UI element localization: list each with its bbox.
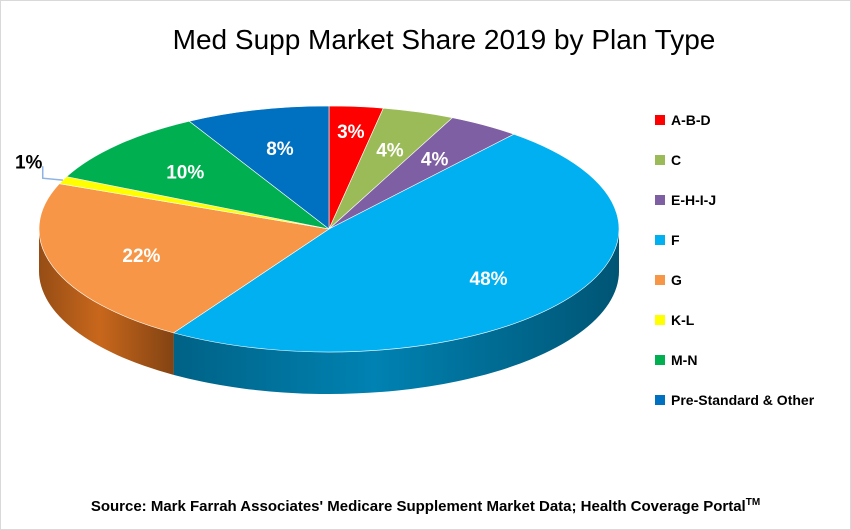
legend: A-B-D C E-H-I-J F G K-L M-N Pre-Standard & Othe…: [655, 112, 815, 408]
pie-side-f-shade: [173, 229, 619, 394]
legend-label-m-n: M-N: [671, 352, 697, 368]
data-label-g: 22%: [122, 246, 160, 267]
trademark-superscript: TM: [745, 497, 761, 508]
data-label-f: 48%: [470, 269, 508, 290]
legend-label-a-b-d: A-B-D: [671, 112, 711, 128]
data-label-m-n: 10%: [166, 163, 204, 184]
legend-swatch-c: [655, 155, 665, 165]
legend-label-k-l: K-L: [671, 312, 695, 328]
legend-swatch-a-b-d: [655, 115, 665, 125]
legend-label-pre-standard-and-other: Pre-Standard & Other: [671, 392, 815, 408]
legend-swatch-g: [655, 275, 665, 285]
pie-data-labels: 3% 4% 4% 48% 22% 1% 10% 8%: [15, 122, 508, 290]
legend-swatch-pre-standard-and-other: [655, 395, 665, 405]
data-label-e-h-i-j: 4%: [421, 149, 449, 170]
pie-slice-g: [38, 183, 330, 334]
legend-label-c: C: [671, 152, 681, 168]
pie-slice-pre-standard-and-other: [188, 105, 330, 230]
pie-side-g-shade: [39, 229, 174, 375]
legend-label-g: G: [671, 272, 682, 288]
pie-slice-m-n: [65, 120, 330, 230]
legend-swatch-m-n: [655, 355, 665, 365]
legend-label-e-h-i-j: E-H-I-J: [671, 192, 716, 208]
data-label-pre-standard-and-other: 8%: [266, 139, 294, 160]
legend-label-f: F: [671, 232, 680, 248]
legend-swatch-e-h-i-j: [655, 195, 665, 205]
legend-swatch-k-l: [655, 315, 665, 325]
pie-slices: [38, 105, 620, 353]
pie-slice-f: [172, 133, 620, 353]
data-label-k-l: 1%: [15, 152, 43, 173]
data-label-a-b-d: 3%: [337, 122, 365, 143]
leader-line: [41, 166, 63, 181]
data-label-c: 4%: [376, 140, 404, 161]
source-note: Source: Mark Farrah Associates' Medicare…: [1, 497, 850, 515]
legend-swatch-f: [655, 235, 665, 245]
pie-sides: [39, 229, 619, 394]
source-text: Source: Mark Farrah Associates' Medicare…: [90, 498, 746, 515]
chart-title: Med Supp Market Share 2019 by Plan Type: [173, 24, 716, 55]
